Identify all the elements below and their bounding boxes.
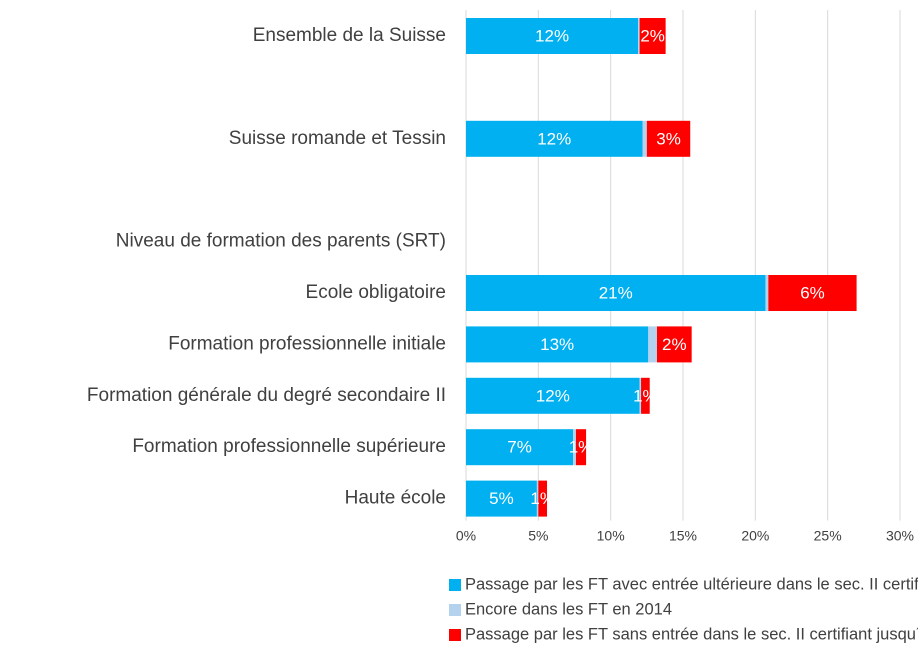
y-tick-label: Formation professionnelle supérieure [132,436,446,457]
legend-swatch [449,579,461,591]
bar-segment [768,275,857,311]
data-label: 1% [569,438,594,457]
bar-segment [639,18,666,54]
legend-label: Passage par les FT avec entrée ultérieur… [465,575,918,593]
y-tick-label: Niveau de formation des parents (SRT) [116,231,446,252]
legend-swatch [449,604,461,616]
y-tick-label: Ecole obligatoire [306,282,446,303]
data-label: 12% [535,26,569,45]
bar-segment [538,480,548,517]
y-tick-label: Suisse romande et Tessin [229,128,446,149]
bar-segment [638,18,640,54]
y-tick-label: Formation professionnelle initiale [168,333,446,354]
data-label: 5% [489,489,514,508]
data-label: 2% [662,335,687,354]
legend-label: Passage par les FT sans entrée dans le s… [465,625,918,643]
data-label: 1% [530,489,555,508]
data-label: 12% [537,129,571,148]
data-label: 12% [536,386,570,405]
x-tick-label: 30% [886,527,914,543]
y-tick-label: Formation générale du degré secondaire I… [87,385,446,406]
bar-segment [536,480,539,517]
y-tick-label: Ensemble de la Suisse [253,25,446,46]
bar-segment [642,120,647,157]
bar-segment [466,480,537,517]
bar-segment [573,429,576,466]
data-label: 2% [640,26,665,45]
x-tick-label: 25% [814,527,842,543]
data-label: 1% [633,386,658,405]
bar-segment [466,429,574,466]
x-tick-label: 5% [528,527,548,543]
bar-segment [656,326,692,363]
bar-segment [646,120,691,157]
data-label: 3% [656,129,681,148]
x-tick-label: 0% [456,527,476,543]
bar-segment [641,377,650,414]
data-label: 6% [800,283,825,302]
x-tick-label: 10% [597,527,625,543]
x-tick-label: 20% [741,527,769,543]
bar-segment [466,377,640,414]
data-label: 13% [540,335,574,354]
bar-segment [466,275,766,311]
legend-swatch [449,629,461,641]
data-label: 21% [599,283,633,302]
bar-segment [765,275,769,311]
y-tick-label: Haute école [345,488,446,509]
bar-segment [639,377,642,414]
bar-segment [466,326,649,363]
bar-segment [466,18,639,54]
bar-segment [648,326,657,363]
x-tick-label: 15% [669,527,697,543]
data-label: 7% [507,438,532,457]
bar-segment [466,120,643,157]
legend-label: Encore dans les FT en 2014 [465,600,672,618]
bar-segment [575,429,587,466]
